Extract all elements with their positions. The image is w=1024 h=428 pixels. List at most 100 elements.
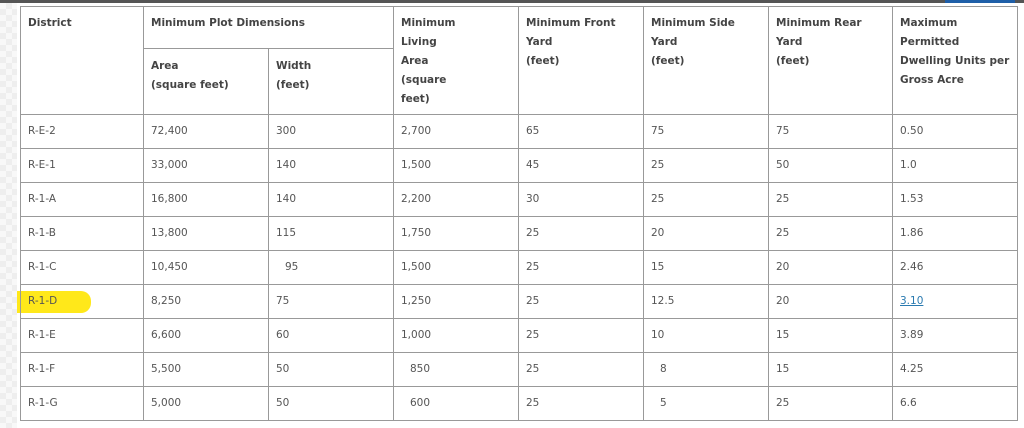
- cell-text: 20: [651, 227, 665, 239]
- cell-text: 25: [526, 397, 540, 409]
- cell-text: 10: [651, 329, 665, 341]
- cell-width: 60: [268, 318, 394, 353]
- table-row: R-1-C 10,450 95 1,500 25 15 20 2.46: [20, 250, 1018, 285]
- cell-text: R-E-2: [28, 125, 56, 137]
- cell-density: 4.25: [892, 352, 1018, 387]
- cell-text: 2,700: [401, 125, 432, 137]
- table-row: R-1-B 13,800 115 1,750 25 20 25 1.86: [20, 216, 1018, 251]
- cell-text: 1.86: [900, 227, 924, 239]
- cell-text: 25: [526, 227, 540, 239]
- header-front-yard: Minimum Front Yard (feet): [518, 6, 644, 115]
- cell-side-yard: 5: [643, 386, 769, 421]
- cell-text: 16,800: [151, 193, 188, 205]
- cell-text: 1,250: [401, 295, 432, 307]
- cell-density: 3.10: [892, 284, 1018, 319]
- cell-density: 1.53: [892, 182, 1018, 217]
- cell-text: 8: [660, 363, 667, 375]
- cell-rear-yard: 20: [768, 250, 893, 285]
- cell-text: 65: [526, 125, 540, 137]
- cell-text: R-1-E: [28, 329, 56, 341]
- cell-text: 75: [776, 125, 790, 137]
- cell-text: 600: [410, 397, 431, 409]
- cell-district: R-1-B: [20, 216, 144, 251]
- top-right-button[interactable]: [945, 0, 1015, 3]
- cell-text: 140: [276, 159, 297, 171]
- cell-side-yard: 15: [643, 250, 769, 285]
- cell-text: R-1-B: [28, 227, 56, 239]
- cell-text: 20: [776, 261, 790, 273]
- cell-rear-yard: 15: [768, 318, 893, 353]
- cell-text: 12.5: [651, 295, 675, 307]
- cell-text: 1,500: [401, 159, 432, 171]
- cell-side-yard: 8: [643, 352, 769, 387]
- cell-front-yard: 25: [518, 386, 644, 421]
- cell-text: 25: [776, 227, 790, 239]
- cell-rear-yard: 25: [768, 182, 893, 217]
- cell-text: 25: [651, 159, 665, 171]
- cell-area: 5,500: [143, 352, 269, 387]
- cell-front-yard: 25: [518, 352, 644, 387]
- cell-text: 1.0: [900, 159, 917, 171]
- cell-density: 1.0: [892, 148, 1018, 183]
- cell-text: 2.46: [900, 261, 924, 273]
- cell-rear-yard: 25: [768, 386, 893, 421]
- cell-district: R-1-E: [20, 318, 144, 353]
- cell-text: R-1-G: [28, 397, 58, 409]
- cell-district: R-1-F: [20, 352, 144, 387]
- cell-text: 1,500: [401, 261, 432, 273]
- cell-text: 115: [276, 227, 297, 239]
- cell-text: 5,500: [151, 363, 182, 375]
- cell-text: 20: [776, 295, 790, 307]
- cell-width: 95: [268, 250, 394, 285]
- cell-text: 25: [776, 397, 790, 409]
- cell-text: 2,200: [401, 193, 432, 205]
- cell-text: 75: [276, 295, 290, 307]
- table-row: R-1-D 8,250 75 1,250 25 12.5 20 3.10: [3, 284, 1018, 319]
- cell-width: 50: [268, 386, 394, 421]
- cell-text: 25: [526, 295, 540, 307]
- cell-text: R-1-A: [28, 193, 57, 205]
- cell-area: 5,000: [143, 386, 269, 421]
- cell-text: R-1-D: [28, 295, 58, 307]
- cell-text: 95: [285, 261, 299, 273]
- cell-district: R-1-D: [3, 284, 144, 319]
- cell-text: 13,800: [151, 227, 188, 239]
- zoning-table: District Minimum Plot Dimensions Minimum…: [3, 6, 1018, 421]
- cell-text: 30: [526, 193, 540, 205]
- density-link[interactable]: 3.10: [900, 295, 924, 307]
- cell-width: 140: [268, 148, 394, 183]
- cell-text: 25: [526, 329, 540, 341]
- cell-text: 72,400: [151, 125, 188, 137]
- cell-living-area: 2,200: [393, 182, 519, 217]
- cell-text: 33,000: [151, 159, 188, 171]
- cell-living-area: 2,700: [393, 114, 519, 149]
- cell-side-yard: 10: [643, 318, 769, 353]
- table-row: R-1-F 5,500 50 850 25 8 15 4.25: [20, 352, 1018, 387]
- cell-text: 50: [276, 397, 290, 409]
- cell-rear-yard: 20: [768, 284, 893, 319]
- cell-text: 45: [526, 159, 540, 171]
- cell-area: 13,800: [143, 216, 269, 251]
- cell-rear-yard: 15: [768, 352, 893, 387]
- cell-living-area: 1,000: [393, 318, 519, 353]
- table-row: R-E-2 72,400 300 2,700 65 75 75 0.50: [20, 114, 1018, 149]
- cell-text: 6,600: [151, 329, 182, 341]
- cell-rear-yard: 25: [768, 216, 893, 251]
- cell-front-yard: 25: [518, 284, 644, 319]
- cell-width: 115: [268, 216, 394, 251]
- cell-area: 10,450: [143, 250, 269, 285]
- cell-text: 15: [776, 363, 790, 375]
- cell-living-area: 850: [393, 352, 519, 387]
- cell-text: 1,000: [401, 329, 432, 341]
- cell-front-yard: 30: [518, 182, 644, 217]
- table-row: R-1-A 16,800 140 2,200 30 25 25 1.53: [20, 182, 1018, 217]
- cell-text: 300: [276, 125, 297, 137]
- table-row: R-1-E 6,600 60 1,000 25 10 15 3.89: [20, 318, 1018, 353]
- cell-text: 5: [660, 397, 667, 409]
- cell-text: 15: [651, 261, 665, 273]
- cell-area: 8,250: [143, 284, 269, 319]
- cell-front-yard: 65: [518, 114, 644, 149]
- cell-text: 0.50: [900, 125, 924, 137]
- cell-text: 140: [276, 193, 297, 205]
- cell-text: 4.25: [900, 363, 924, 375]
